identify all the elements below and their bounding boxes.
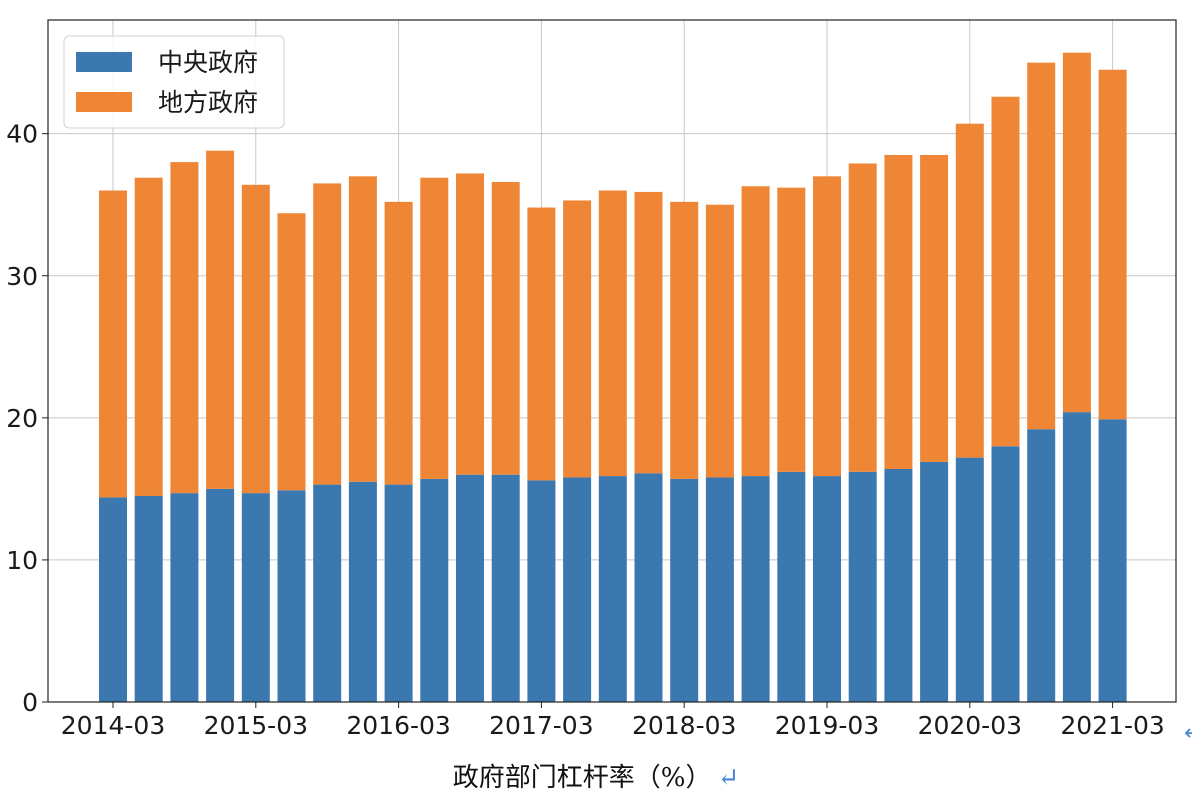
bar-local-government (1062, 52, 1091, 413)
bar-central-government (741, 476, 770, 702)
bar-central-government (884, 468, 913, 702)
bar-local-government (670, 201, 699, 479)
bar-central-government (598, 476, 627, 702)
bar-local-government (705, 204, 734, 478)
bar-local-government (955, 123, 984, 458)
bar-local-government (420, 177, 449, 479)
bar-local-government (777, 187, 806, 472)
bar-local-government (1098, 69, 1127, 420)
bar-central-government (955, 457, 984, 702)
bar-local-government (491, 181, 520, 475)
return-mark-edge-icon: ↵ (1184, 722, 1192, 746)
bar-central-government (848, 471, 877, 702)
x-tick-label: 2014-03 (61, 711, 165, 740)
y-tick-label: 30 (6, 262, 38, 291)
x-tick-label: 2017-03 (489, 711, 593, 740)
bar-local-government (563, 200, 592, 478)
bar-central-government (777, 471, 806, 702)
plot-frame (47, 19, 1177, 703)
chart-caption: 政府部门杠杆率（%） ↵ (0, 757, 1192, 797)
bar-central-government (920, 461, 949, 702)
bar-local-government (598, 190, 627, 477)
bar-central-government (99, 497, 127, 702)
bar-central-government (277, 490, 306, 702)
bar-central-government (348, 481, 377, 702)
bar-central-government (1027, 429, 1056, 702)
legend-swatch-local-government (76, 92, 132, 112)
bar-central-government (206, 488, 235, 702)
bar-central-government (1062, 412, 1091, 702)
legend-label-local-government: 地方政府 (158, 88, 258, 117)
bar-central-government (634, 473, 663, 702)
bar-local-government (848, 163, 877, 472)
bar-local-government (920, 154, 949, 462)
return-mark-icon: ↵ (717, 763, 740, 793)
legend-label-central-government: 中央政府 (158, 48, 258, 77)
bar-local-government (134, 177, 163, 496)
bar-central-government (384, 484, 413, 702)
y-tick-label: 20 (6, 404, 38, 433)
bar-local-government (741, 186, 770, 477)
bar-central-government (491, 474, 520, 702)
x-tick-label: 2021-03 (1060, 711, 1164, 740)
legend-swatch-central-government (76, 52, 132, 72)
bar-central-government (1098, 419, 1127, 702)
bar-local-government (277, 213, 306, 491)
x-tick-label: 2015-03 (204, 711, 308, 740)
bar-central-government (563, 477, 592, 702)
bar-central-government (991, 446, 1020, 702)
bar-central-government (420, 478, 449, 702)
bar-local-government (348, 176, 377, 482)
bars (99, 52, 1127, 702)
x-tick-label: 2018-03 (632, 711, 736, 740)
x-tick-label: 2016-03 (346, 711, 450, 740)
bar-local-government (313, 183, 342, 485)
bar-local-government (206, 150, 235, 489)
bar-central-government (456, 474, 484, 702)
y-axis: 0 10 20 30 40 (6, 120, 48, 717)
bar-local-government (884, 154, 913, 469)
y-tick-label: 10 (6, 546, 38, 575)
bar-local-government (991, 96, 1020, 447)
bar-central-government (313, 484, 342, 702)
x-tick-label: 2019-03 (775, 711, 879, 740)
bar-local-government (384, 201, 413, 485)
bar-central-government (705, 477, 734, 702)
bar-local-government (813, 176, 841, 477)
bar-local-government (99, 190, 127, 498)
bar-local-government (634, 191, 663, 474)
x-axis: 2014-03 2015-03 2016-03 2017-03 2018-03 2019-… (61, 702, 1165, 740)
bar-local-government (241, 184, 270, 494)
bar-central-government (670, 478, 699, 702)
y-tick-label: 40 (6, 120, 38, 149)
bar-central-government (134, 495, 163, 702)
y-tick-label: 0 (22, 688, 38, 717)
x-tick-label: 2020-03 (918, 711, 1022, 740)
bar-local-government (527, 207, 556, 481)
bar-local-government (170, 162, 199, 494)
bar-central-government (813, 476, 841, 702)
bar-local-government (456, 173, 484, 475)
bar-local-government (1027, 62, 1056, 430)
bar-central-government (170, 493, 199, 702)
bar-central-government (527, 480, 556, 702)
caption-text: 政府部门杠杆率（%） (452, 763, 712, 793)
bar-central-government (241, 493, 270, 702)
